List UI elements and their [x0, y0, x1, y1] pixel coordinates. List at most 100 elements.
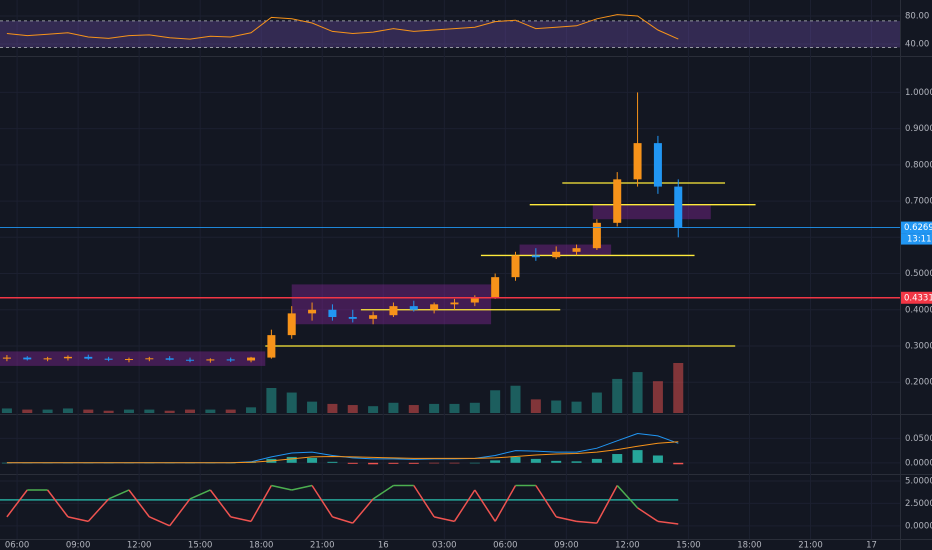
candle-body — [491, 277, 500, 298]
histogram-bar — [469, 462, 480, 464]
candle-body — [186, 359, 195, 361]
oscillator-segment — [637, 507, 659, 522]
histogram-bar — [368, 462, 379, 465]
price-label: 0.4331 — [904, 293, 932, 303]
oscillator-segment — [67, 516, 89, 523]
volume-bar — [83, 409, 94, 413]
x-tick-label: 17 — [866, 541, 877, 550]
volume-bar — [673, 363, 684, 413]
histogram-bar — [571, 461, 582, 463]
x-tick-label: 06:00 — [5, 541, 30, 550]
x-tick-label: 03:00 — [432, 541, 457, 550]
volume-bar — [1, 408, 12, 413]
histogram-bar — [612, 454, 623, 463]
oscillator-segment — [474, 489, 496, 522]
histogram-bar — [490, 460, 501, 463]
volume-bar — [388, 402, 399, 413]
zone — [0, 351, 266, 366]
volume-bar — [612, 378, 623, 413]
candle-body — [633, 143, 642, 180]
y-tick-label: 0.3000 — [905, 341, 932, 351]
oscillator-segment — [413, 485, 435, 518]
volume-bar — [62, 408, 73, 413]
candle-body — [430, 304, 439, 310]
x-tick-label: 09:00 — [66, 541, 91, 550]
volume-bar — [429, 403, 440, 413]
oscillator-segment — [372, 484, 394, 500]
oscillator-segment — [189, 489, 211, 500]
y-tick-label: 0.0500 — [905, 434, 932, 444]
zone — [291, 284, 492, 325]
histogram-bar — [632, 450, 643, 463]
oscillator-segment — [494, 485, 517, 522]
candle-body — [552, 251, 561, 258]
oscillator-segment — [271, 484, 292, 491]
candle-body — [43, 358, 52, 360]
price-label-box — [901, 291, 932, 304]
y-tick-label: 0.5000 — [905, 269, 932, 279]
oscillator-segment — [596, 485, 618, 524]
y-tick-label: 0.7000 — [905, 197, 932, 207]
volume-bar — [144, 409, 155, 413]
oscillator-segment — [657, 520, 679, 525]
oscillator-segment — [311, 485, 334, 518]
oscillator-segment — [535, 485, 557, 518]
price-label-box — [901, 221, 932, 234]
oscillator-segment — [352, 498, 374, 524]
candle-body — [409, 306, 418, 310]
candle-body — [84, 356, 93, 359]
oscillator-segment — [128, 489, 150, 518]
volume-bar — [266, 388, 277, 413]
y-tick-label: 5.0000 — [905, 477, 932, 487]
candle-body — [470, 297, 479, 303]
candle-body — [308, 309, 317, 314]
candle-body — [247, 357, 256, 361]
candle-body — [23, 357, 32, 360]
candle-body — [674, 186, 683, 228]
candle-body — [165, 358, 174, 360]
oscillator-segment — [6, 489, 28, 518]
candle-body — [389, 306, 398, 316]
y-tick-label: 0.0000 — [905, 458, 932, 468]
candle-body — [206, 359, 215, 361]
histogram-bar — [449, 462, 460, 464]
oscillator-segment — [332, 516, 353, 524]
y-tick-label: 0.4000 — [905, 305, 932, 315]
candle-body — [348, 317, 357, 319]
x-tick-label: 21:00 — [310, 541, 335, 550]
candle-body — [63, 356, 72, 359]
volume-bar — [368, 406, 379, 413]
volume-bar — [205, 409, 216, 413]
volume-bar — [347, 405, 358, 413]
y-tick-label: 0.0000 — [905, 521, 932, 531]
candle-body — [124, 359, 133, 361]
x-tick-label: 12:00 — [127, 541, 152, 550]
oscillator-segment — [108, 489, 130, 500]
candle-body — [267, 335, 276, 358]
price-label: 0.6269 — [904, 223, 932, 233]
volume-bar — [225, 409, 236, 413]
candle-body — [613, 179, 622, 223]
volume-bar — [246, 407, 257, 413]
y-tick-label: 1.0000 — [905, 88, 932, 98]
volume-bar — [591, 392, 602, 413]
volume-bar — [42, 409, 53, 413]
volume-bar — [103, 410, 114, 413]
volume-bar — [185, 409, 196, 413]
oscillator-segment — [230, 516, 252, 523]
countdown-box — [901, 233, 932, 245]
x-tick-label: 06:00 — [493, 541, 518, 550]
candle-body — [287, 313, 296, 336]
countdown: 13:11 — [907, 235, 932, 245]
candle-body — [328, 309, 337, 318]
y-tick-label: 80.00 — [905, 12, 929, 22]
volume-bar — [123, 409, 134, 413]
volume-bar — [164, 410, 175, 413]
candle-body — [226, 359, 235, 361]
volume-bar — [530, 399, 541, 413]
histogram-bar — [307, 457, 318, 463]
volume-bar — [286, 392, 297, 413]
zone — [519, 244, 612, 256]
histogram-bar — [347, 462, 358, 464]
